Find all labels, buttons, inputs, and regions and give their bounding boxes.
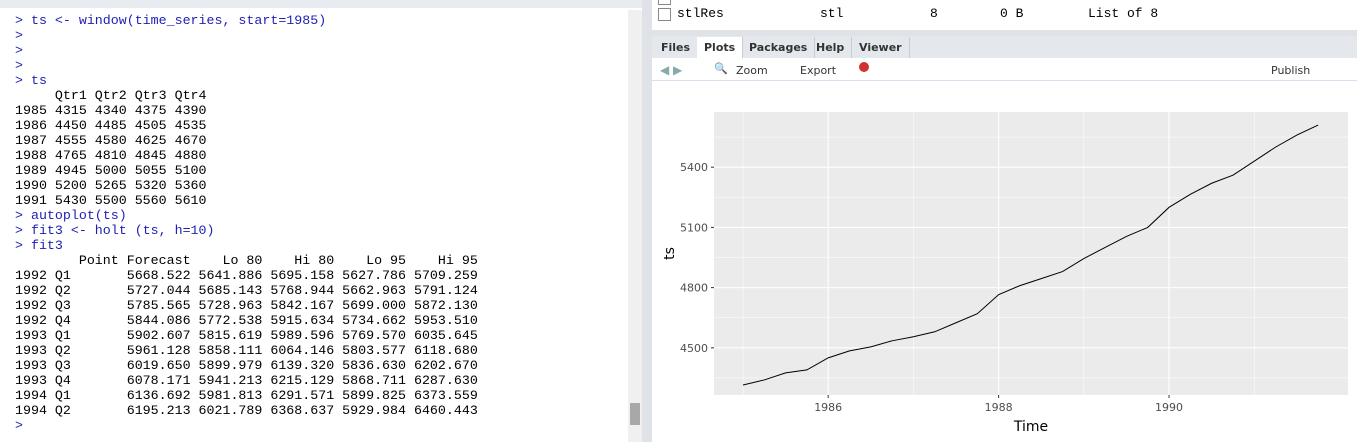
console-line: > fit3 [15, 238, 63, 253]
splitter [652, 30, 1357, 36]
export-button[interactable]: Export [800, 64, 837, 77]
clear-button[interactable] [859, 62, 869, 72]
env-size: 0 B [1000, 6, 1024, 21]
env-length: 8 [930, 6, 938, 21]
publish-button[interactable]: Publish [1271, 64, 1311, 77]
y-tick-label: 5400 [680, 161, 708, 174]
scrollbar[interactable] [628, 10, 642, 442]
console-line: > [15, 58, 23, 73]
zoom-icon: 🔍 [714, 62, 728, 75]
console-line: > [15, 418, 23, 433]
y-tick-label: 4500 [680, 342, 708, 355]
env-value: List of 8 [1088, 6, 1159, 21]
console-line: > [15, 43, 23, 58]
tab-bar: Files Plots Packages Help Viewer [652, 36, 1357, 59]
console-line: 1987 4555 4580 4625 4670 [15, 133, 207, 148]
x-tick-label: 1990 [1155, 401, 1183, 414]
env-name: stlRes [677, 6, 724, 21]
console-line: > autoplot(ts) [15, 208, 127, 223]
x-tick-label: 1986 [814, 401, 842, 414]
tab[interactable]: Plots [697, 37, 744, 58]
checkbox[interactable] [658, 8, 671, 21]
console-line: 1994 Q2 6195.213 6021.789 6368.637 5929.… [15, 403, 478, 418]
console-line: 1993 Q1 5902.607 5815.619 5989.596 5769.… [15, 328, 478, 343]
x-tick-label: 1988 [985, 401, 1013, 414]
tab[interactable]: Viewer [852, 37, 910, 58]
plot-panel [714, 112, 1348, 395]
console-line: 1986 4450 4485 4505 4535 [15, 118, 207, 133]
console-line: > ts [15, 73, 47, 88]
console-line: 1993 Q2 5961.128 5858.111 6064.146 5803.… [15, 343, 478, 358]
x-axis-title: Time [1013, 419, 1048, 435]
toolbar: ◀ ▶ 🔍 Zoom Export Publish [652, 58, 1357, 81]
tab[interactable]: Packages [742, 37, 816, 58]
console-line: > ts <- window(time_series, start=1985) [15, 13, 327, 28]
y-tick-label: 5100 [680, 221, 708, 234]
y-axis-title: ts [662, 247, 678, 260]
console-line: 1991 5430 5500 5560 5610 [15, 193, 207, 208]
series-line [742, 124, 1319, 386]
console-line: Point Forecast Lo 80 Hi 80 Lo 95 Hi 95 [15, 253, 478, 268]
console-line: 1993 Q4 6078.171 5941.213 6215.129 5868.… [15, 373, 478, 388]
console-line: > fit3 <- holt (ts, h=10) [15, 223, 215, 238]
console-line: 1985 4315 4340 4375 4390 [15, 103, 207, 118]
console-line: 1994 Q1 6136.692 5981.813 6291.571 5899.… [15, 388, 478, 403]
console-line: Qtr1 Qtr2 Qtr3 Qtr4 [15, 88, 207, 103]
console-line: 1992 Q2 5727.044 5685.143 5768.944 5662.… [15, 283, 478, 298]
console-line: 1989 4945 5000 5055 5100 [15, 163, 207, 178]
environment-pane: stlRes stl 8 0 B List of 8 [652, 0, 1357, 30]
env-type: stl [820, 6, 844, 21]
y-tick-label: 4800 [680, 282, 708, 295]
console-line: 1990 5200 5265 5320 5360 [15, 178, 207, 193]
console[interactable]: > ts <- window(time_series, start=1985) >… [0, 8, 628, 442]
tab[interactable]: Files [654, 37, 699, 58]
zoom-button[interactable]: Zoom [736, 64, 768, 77]
console-line: 1988 4765 4810 4845 4880 [15, 148, 207, 163]
nav-arrows[interactable]: ◀ ▶ [660, 63, 683, 77]
console-line: > [15, 28, 23, 43]
pane-splitter[interactable] [642, 0, 652, 442]
console-line: 1992 Q4 5844.086 5772.538 5915.634 5734.… [15, 313, 478, 328]
console-line: 1993 Q3 6019.650 5899.979 6139.320 5836.… [15, 358, 478, 373]
console-line: 1992 Q1 5668.522 5641.886 5695.158 5627.… [15, 268, 478, 283]
plot: 4500 4800 5100 5400 1986 1988 1990 Time ts [662, 112, 1348, 435]
console-header [0, 0, 642, 8]
tab[interactable]: Help [809, 37, 853, 58]
scroll-thumb[interactable] [630, 403, 640, 425]
console-line: 1992 Q3 5785.565 5728.963 5842.167 5699.… [15, 298, 478, 313]
checkbox[interactable] [658, 0, 671, 5]
